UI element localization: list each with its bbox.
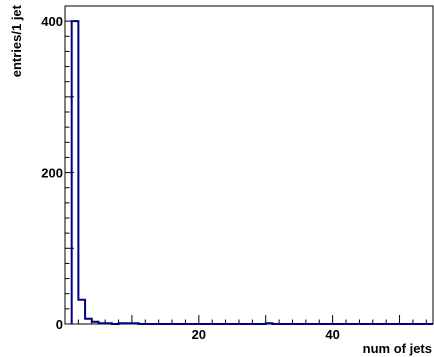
x-tick-label: 20: [192, 327, 206, 342]
y-tick-label: 200: [41, 166, 63, 181]
x-axis-label: num of jets: [363, 341, 432, 356]
plot-frame: [64, 5, 434, 325]
histogram-outline: [70, 20, 433, 325]
y-tick-label: 0: [56, 317, 63, 332]
histogram-bin: [78, 300, 85, 324]
x-tick-label: 40: [325, 327, 339, 342]
y-tick-label: 400: [41, 14, 63, 29]
y-axis-label: entries/1 jet: [9, 4, 24, 77]
